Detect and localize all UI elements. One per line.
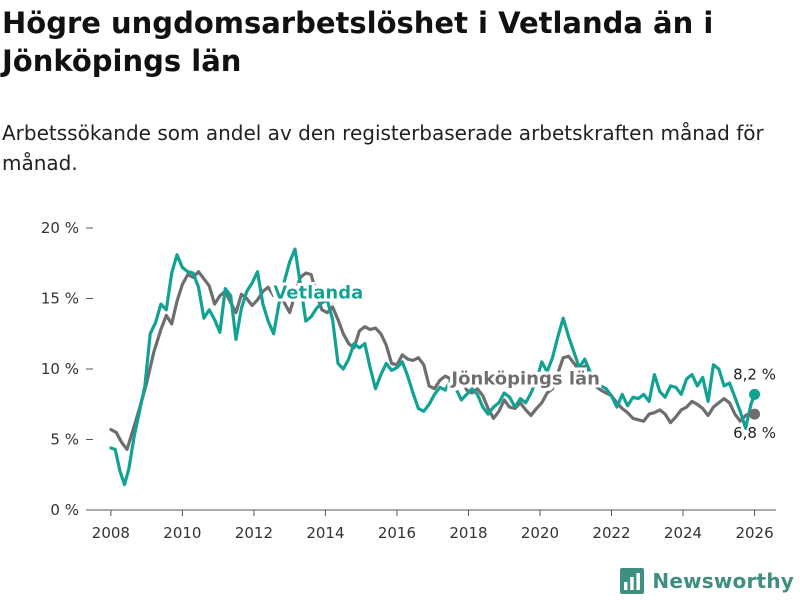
bar-chart-logo-icon: [620, 568, 645, 594]
x-tick-label: 2008: [92, 524, 130, 542]
x-tick-label: 2024: [664, 524, 702, 542]
x-tick-label: 2026: [735, 524, 773, 542]
y-tick-label: 15 %: [41, 290, 79, 308]
x-tick-label: 2022: [592, 524, 630, 542]
end-label-vetlanda: 8,2 %: [733, 365, 776, 383]
x-tick-label: 2012: [235, 524, 273, 542]
x-tick-label: 2014: [306, 524, 344, 542]
end-point-vetlanda: [749, 388, 761, 400]
y-tick-label: 5 %: [50, 431, 79, 449]
series-label: Jönköpings län: [449, 369, 600, 390]
end-point-j-nk-pings-l-n: [749, 408, 761, 420]
line-chart: 0 % 5 % 10 % 15 % 20 % 2008 2010 2012 2014 2016 20…: [41, 219, 776, 542]
newsworthy-logo[interactable]: Newsworthy: [620, 568, 794, 594]
series-label: Vetlanda: [273, 283, 363, 304]
y-tick-label: 0 %: [50, 501, 79, 519]
x-tick-label: 2020: [521, 524, 559, 542]
end-label-jonkopings-lan: 6,8 %: [733, 424, 776, 442]
x-tick-label: 2010: [163, 524, 201, 542]
x-tick-label: 2016: [378, 524, 416, 542]
brand-name: Newsworthy: [652, 569, 794, 593]
y-tick-label: 10 %: [41, 360, 79, 378]
x-tick-label: 2018: [449, 524, 487, 542]
y-tick-label: 20 %: [41, 219, 79, 237]
series-line-j-nk-pings-l-n: [109, 270, 757, 451]
chart-subtitle: Arbetssökande som andel av den registerb…: [2, 121, 764, 175]
series-line-vetlanda: [109, 247, 757, 487]
chart-title: Högre ungdomsarbetslöshet i Vetlanda än …: [2, 6, 714, 78]
